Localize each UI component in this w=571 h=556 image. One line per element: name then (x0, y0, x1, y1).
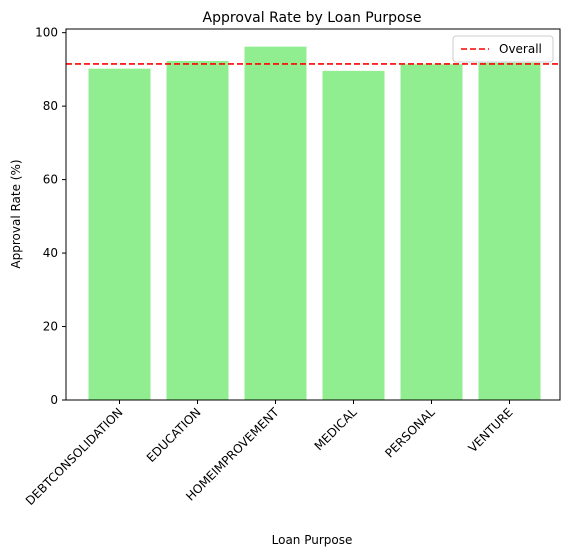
bars-group (88, 46, 541, 400)
x-tick-label-debtconsolidation: DEBTCONSOLIDATION (23, 405, 126, 508)
x-axis: DEBTCONSOLIDATION EDUCATIONHOMEIMPROVEMEN… (23, 400, 516, 508)
y-tick-label-40: 40 (43, 246, 58, 260)
bar-homeimprovement (244, 46, 307, 400)
y-tick-label-0: 0 (50, 393, 58, 407)
x-tick-label-education: EDUCATION (144, 405, 204, 465)
legend: Overall (452, 35, 554, 63)
x-tick-label-personal: PERSONAL (382, 405, 437, 460)
legend-frame (452, 35, 554, 63)
y-tick-label-100: 100 (35, 26, 58, 40)
x-tick-label-venture: VENTURE (466, 405, 516, 455)
bar-personal (400, 64, 463, 400)
y-axis: 0 20 40 60 80 100 (35, 26, 66, 407)
bar-venture (478, 62, 541, 400)
x-axis-label: Loan Purpose (272, 533, 353, 547)
y-axis-label: Approval Rate (%) (9, 159, 23, 268)
bar-debtconsolidation (88, 68, 151, 400)
bar-education (166, 60, 229, 400)
legend-label-overall: Overall (499, 42, 542, 56)
chart-title: Approval Rate by Loan Purpose (203, 10, 422, 26)
x-tick-label-medical: MEDICAL (312, 405, 360, 453)
y-tick-label-80: 80 (43, 99, 58, 113)
bar-medical (322, 70, 385, 400)
y-tick-label-60: 60 (43, 173, 58, 187)
y-tick-label-20: 20 (43, 320, 58, 334)
plot-area-frame (65, 28, 561, 401)
